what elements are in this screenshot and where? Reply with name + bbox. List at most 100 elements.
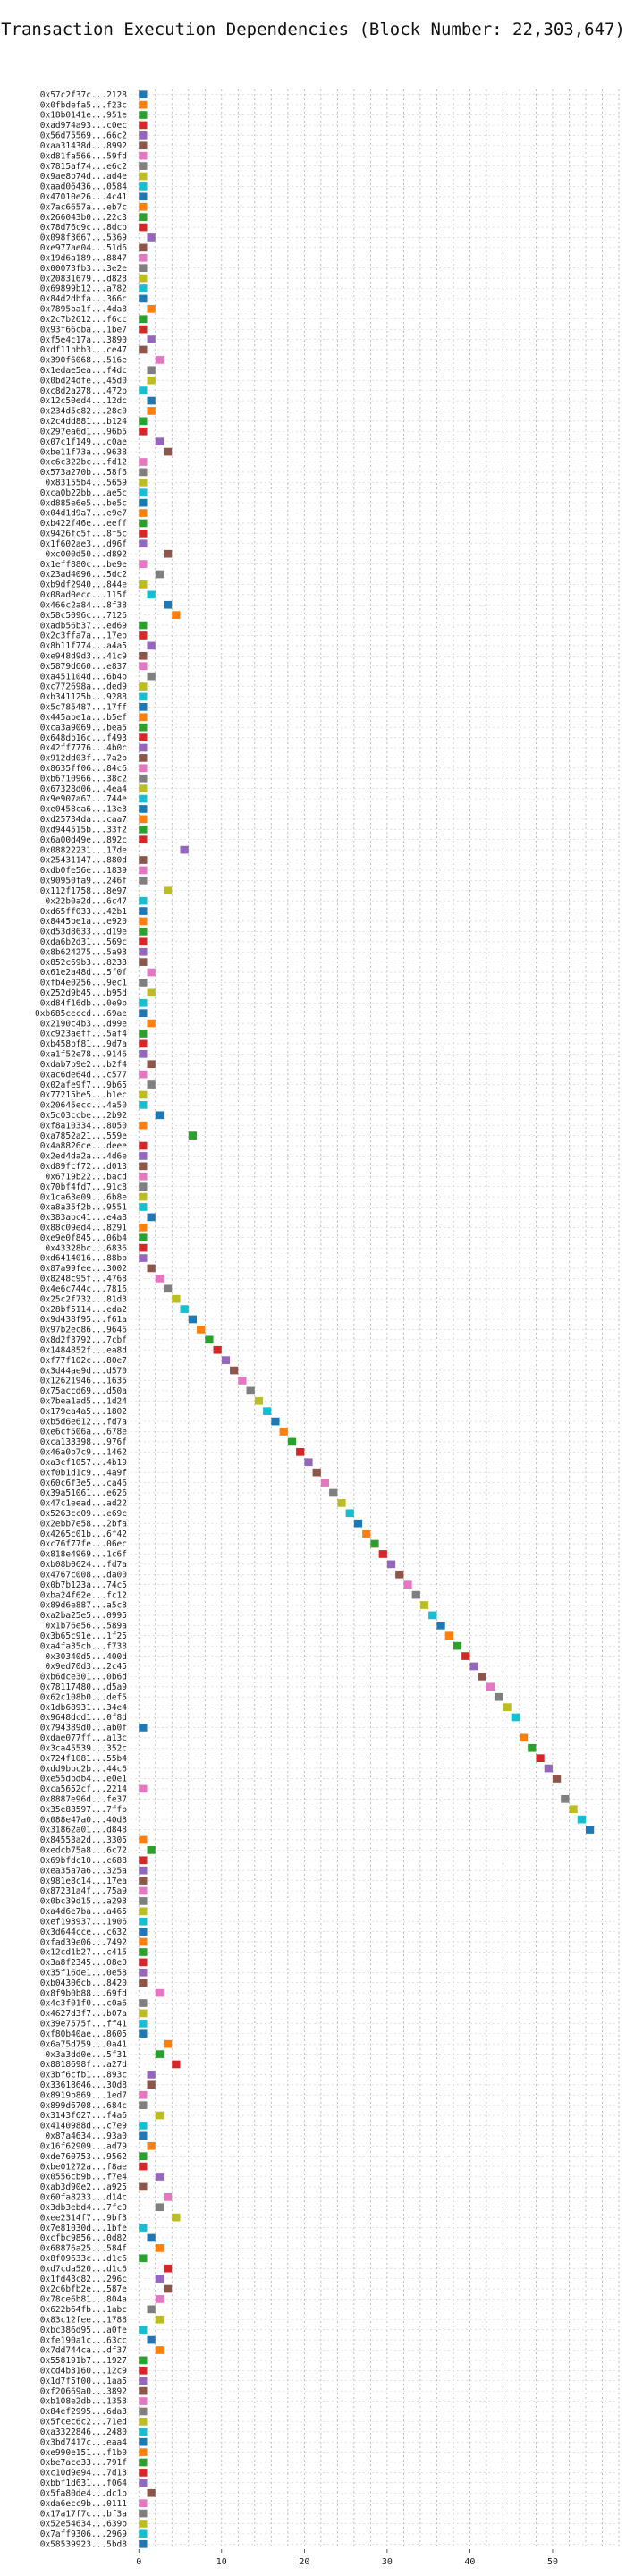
tx-bar (139, 2356, 148, 2365)
tx-bar (139, 1835, 148, 1844)
tx-bar (139, 621, 148, 630)
tx-label: 0xb422f46e...eeff (40, 519, 127, 529)
tx-label: 0x098f3667...5369 (40, 233, 128, 243)
tx-label: 0xb685ceccd...69ae (35, 1009, 127, 1019)
tx-bar (139, 2539, 148, 2548)
tx-label: 0xa4fa35cb...f738 (40, 1641, 128, 1651)
tx-label: 0x2190c4b3...d99e (40, 1019, 128, 1029)
tx-bar (139, 2458, 148, 2467)
tx-bar (428, 1611, 437, 1620)
tx-label: 0x17a17f7c...bf3a (40, 2509, 127, 2519)
tx-bar (139, 519, 148, 528)
tx-label: 0xb04306cb...8420 (40, 1979, 128, 1988)
tx-bar (139, 907, 148, 915)
tx-bar (155, 1988, 165, 1997)
tx-label: 0x9ed70d3...2c45 (45, 1662, 127, 1672)
tx-bar (139, 1907, 148, 1916)
tx-bar (139, 1141, 148, 1150)
tx-bar (139, 784, 148, 792)
tx-bar (461, 1652, 470, 1660)
tx-bar (147, 2305, 156, 2314)
tx-bar (213, 1345, 222, 1354)
tx-label: 0x20645ecc...4a50 (40, 1101, 128, 1111)
tx-bar (155, 437, 165, 446)
tx-label: 0x2ed4da2a...4d6e (40, 1152, 128, 1162)
tx-bar (147, 1060, 156, 1069)
tx-bar (139, 131, 148, 140)
tx-label: 0xca5652cf...2214 (40, 1784, 128, 1794)
tx-label: 0x25c2f732...81d3 (40, 1294, 127, 1304)
tx-label: 0x0bd24dfe...45d0 (40, 376, 128, 386)
tx-bar (139, 764, 148, 773)
x-tick-label: 30 (382, 2557, 393, 2567)
tx-label: 0x112f1758...8e97 (40, 886, 127, 896)
tx-label: 0xe977ae04...51d6 (40, 243, 128, 253)
tx-label: 0x8b11f774...a4a5 (40, 641, 127, 651)
tx-label: 0x58c5096c...7126 (40, 611, 128, 621)
tx-label: 0x28bf5114...eda2 (40, 1305, 127, 1315)
tx-label: 0x7e81030d...1bfe (40, 2224, 128, 2233)
tx-bar (304, 1458, 313, 1467)
tx-bar (164, 2192, 173, 2201)
tx-label: 0x5fcec6c2...71ed (40, 2418, 127, 2428)
tx-bar (139, 325, 148, 334)
tx-label: 0x43328bc...6836 (45, 1243, 127, 1253)
tx-bar (139, 1968, 148, 1977)
tx-label: 0x573a270b...58f6 (40, 468, 128, 478)
tx-bar (147, 988, 156, 997)
tx-label: 0x088e47a0...40d8 (40, 1815, 128, 1825)
tx-label: 0x12cd1b27...c415 (40, 1948, 127, 1958)
tx-bar (188, 1131, 198, 1140)
tx-bar (320, 1479, 330, 1487)
tx-bar (139, 805, 148, 813)
tx-label: 0xbc386d95...a0fe (40, 2326, 128, 2335)
tx-bar (155, 1111, 165, 1120)
tx-bar (139, 856, 148, 864)
tx-bar (164, 600, 173, 609)
tx-label: 0xca0b22bb...ae5c (40, 488, 127, 498)
tx-bar (263, 1407, 272, 1416)
tx-label: 0xe990e151...f1b0 (40, 2448, 128, 2458)
tx-bar (164, 886, 173, 895)
tx-label: 0x9648dcd1...0f8d (40, 1713, 127, 1723)
tx-label: 0x69bfdc10...c688 (40, 1856, 128, 1866)
tx-label: 0xedcb75a8...6c72 (40, 1846, 127, 1856)
tx-bar (139, 509, 148, 517)
tx-bar (453, 1641, 462, 1650)
tx-bar (139, 2386, 148, 2395)
tx-bar (147, 366, 156, 375)
tx-label: 0xc10d9e94...7d13 (40, 2469, 127, 2479)
tx-bar (139, 2479, 148, 2487)
tx-bar (139, 386, 148, 394)
tx-label: 0x8d2f3792...7cbf (40, 1335, 127, 1345)
tx-label: 0x35f16de1...0e58 (40, 1968, 128, 1978)
x-tick-label: 50 (547, 2557, 558, 2567)
tx-bar (139, 478, 148, 487)
tx-bar (139, 662, 148, 671)
tx-label: 0x8445be1a...e920 (40, 917, 128, 927)
x-tick-label: 0 (136, 2557, 141, 2567)
tx-label: 0x84d2dbfa...366c (40, 294, 127, 304)
tx-label: 0x9426fc5f...8f5c (40, 530, 127, 539)
tx-bar (147, 1080, 156, 1089)
tx-bar (139, 1223, 148, 1232)
tx-bar (139, 1928, 148, 1936)
tx-bar (172, 2060, 181, 2069)
tx-label: 0x6a75d759...0a41 (40, 2039, 128, 2049)
tx-bar (155, 2050, 165, 2058)
tx-bar (254, 1396, 264, 1405)
tx-label: 0x2ebb7e58...2bfa (40, 1519, 127, 1529)
tx-bar (139, 1090, 148, 1099)
tx-bar (486, 1682, 495, 1691)
tx-bar (147, 1264, 156, 1273)
tx-bar (139, 1162, 148, 1171)
tx-bar (561, 1794, 570, 1803)
tx-label: 0x1fd43c82...296c (40, 2275, 127, 2284)
tx-label: 0x70bf4fd7...91c8 (40, 1182, 128, 1192)
tx-bar (139, 877, 148, 885)
tx-bar (139, 928, 148, 936)
tx-label: 0x2c4dd881...b124 (40, 417, 128, 427)
tx-bar (585, 1826, 595, 1834)
tx-bar (155, 2111, 165, 2120)
tx-bar (147, 2080, 156, 2089)
